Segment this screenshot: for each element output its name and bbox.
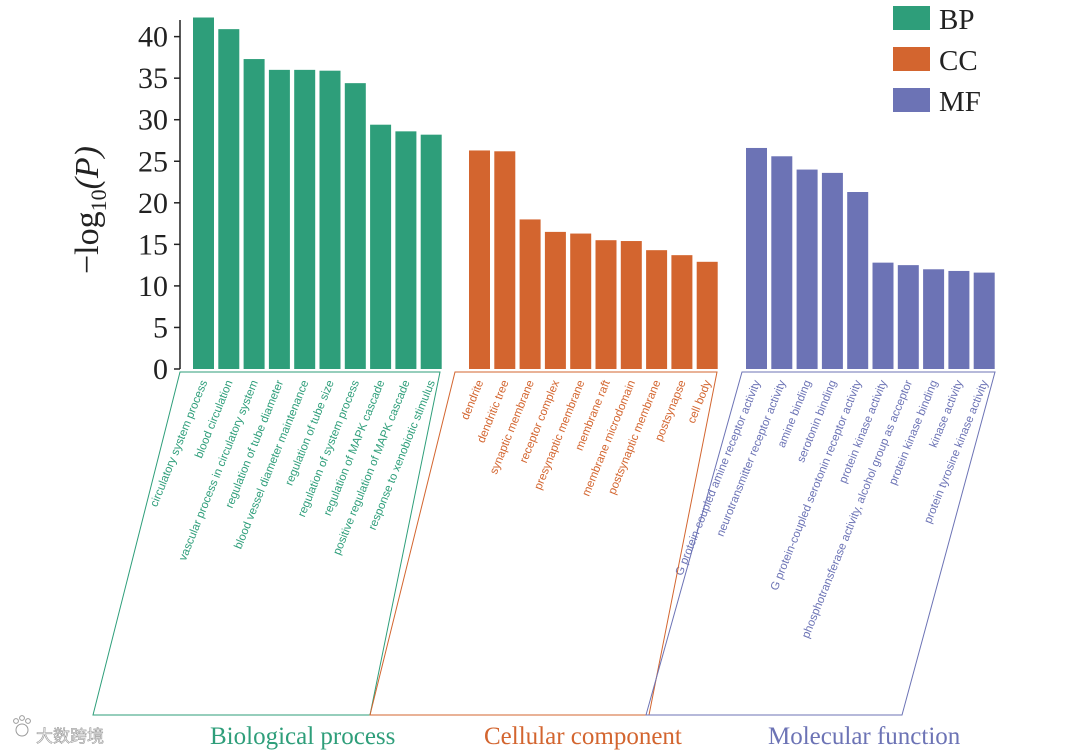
category-label: dendrite: [460, 379, 487, 422]
bar-mf-10: [973, 272, 995, 369]
bar-bp-6: [319, 70, 341, 369]
bar-bp-4: [268, 69, 290, 369]
bar-mf-2: [771, 156, 793, 369]
y-tick-label: 10: [138, 270, 168, 303]
bars: [193, 17, 995, 370]
legend-label-cc: CC: [939, 45, 978, 77]
bar-bp-9: [395, 131, 417, 369]
y-tick-label: 35: [138, 62, 168, 95]
bar-cc-7: [620, 241, 642, 369]
watermark-text: 大数跨境: [36, 727, 104, 747]
watermark: 大数跨境: [13, 715, 104, 747]
bar-cc-3: [519, 219, 541, 369]
bar-bp-10: [420, 134, 442, 369]
bar-mf-4: [821, 172, 843, 369]
y-axis-label-rest: (P): [69, 146, 106, 189]
bar-mf-6: [872, 262, 894, 369]
y-tick-label: 5: [153, 311, 168, 344]
y-tick-label: 25: [138, 145, 168, 178]
group-boxes: Biological process Cellular component Mole…: [92, 371, 996, 750]
bar-cc-5: [570, 233, 592, 369]
bar-bp-5: [294, 69, 316, 369]
bar-bp-7: [344, 83, 366, 370]
y-axis-label-subscript: 10: [86, 189, 111, 211]
y-tick-label: 20: [138, 187, 168, 220]
legend-swatch-bp: [893, 6, 930, 30]
bar-bp-1: [193, 17, 214, 370]
group-box-mf: [645, 371, 996, 716]
bar-mf-3: [796, 169, 818, 369]
legend-label-bp: BP: [939, 4, 974, 36]
bar-bp-3: [243, 59, 265, 370]
y-tick-label: 0: [153, 353, 168, 386]
paw-logo-icon: [13, 715, 31, 737]
category-label: cell body: [686, 378, 714, 425]
group-title-cc: Cellular component: [484, 723, 682, 750]
bar-bp-8: [370, 124, 392, 369]
bar-mf-5: [847, 192, 869, 369]
legend-swatch-cc: [893, 47, 930, 71]
bar-cc-1: [469, 150, 490, 369]
bar-cc-2: [494, 151, 516, 369]
bar-cc-10: [696, 261, 718, 369]
bar-mf-9: [948, 270, 970, 369]
y-axis-label-main: −log: [69, 211, 106, 274]
bar-cc-8: [646, 250, 668, 369]
y-axis-label: −log10(P): [69, 146, 111, 274]
legend-swatch-mf: [893, 88, 930, 112]
bar-bp-2: [218, 29, 240, 370]
bar-mf-1: [746, 147, 767, 369]
y-tick-label: 40: [138, 21, 168, 54]
y-tick-label: 15: [138, 228, 168, 261]
bar-mf-8: [923, 269, 945, 369]
bar-cc-6: [595, 240, 617, 369]
bar-cc-9: [671, 255, 693, 369]
group-title-bp: Biological process: [210, 723, 395, 750]
bar-cc-4: [544, 231, 566, 369]
legend-label-mf: MF: [939, 86, 981, 118]
bar-mf-7: [897, 265, 919, 369]
y-axis: 0 5 10 15 20 25 30 35 40: [138, 20, 181, 386]
y-tick-label: 30: [138, 104, 168, 137]
legend: BP CC MF: [893, 4, 981, 118]
group-title-mf: Molecular function: [768, 723, 961, 750]
